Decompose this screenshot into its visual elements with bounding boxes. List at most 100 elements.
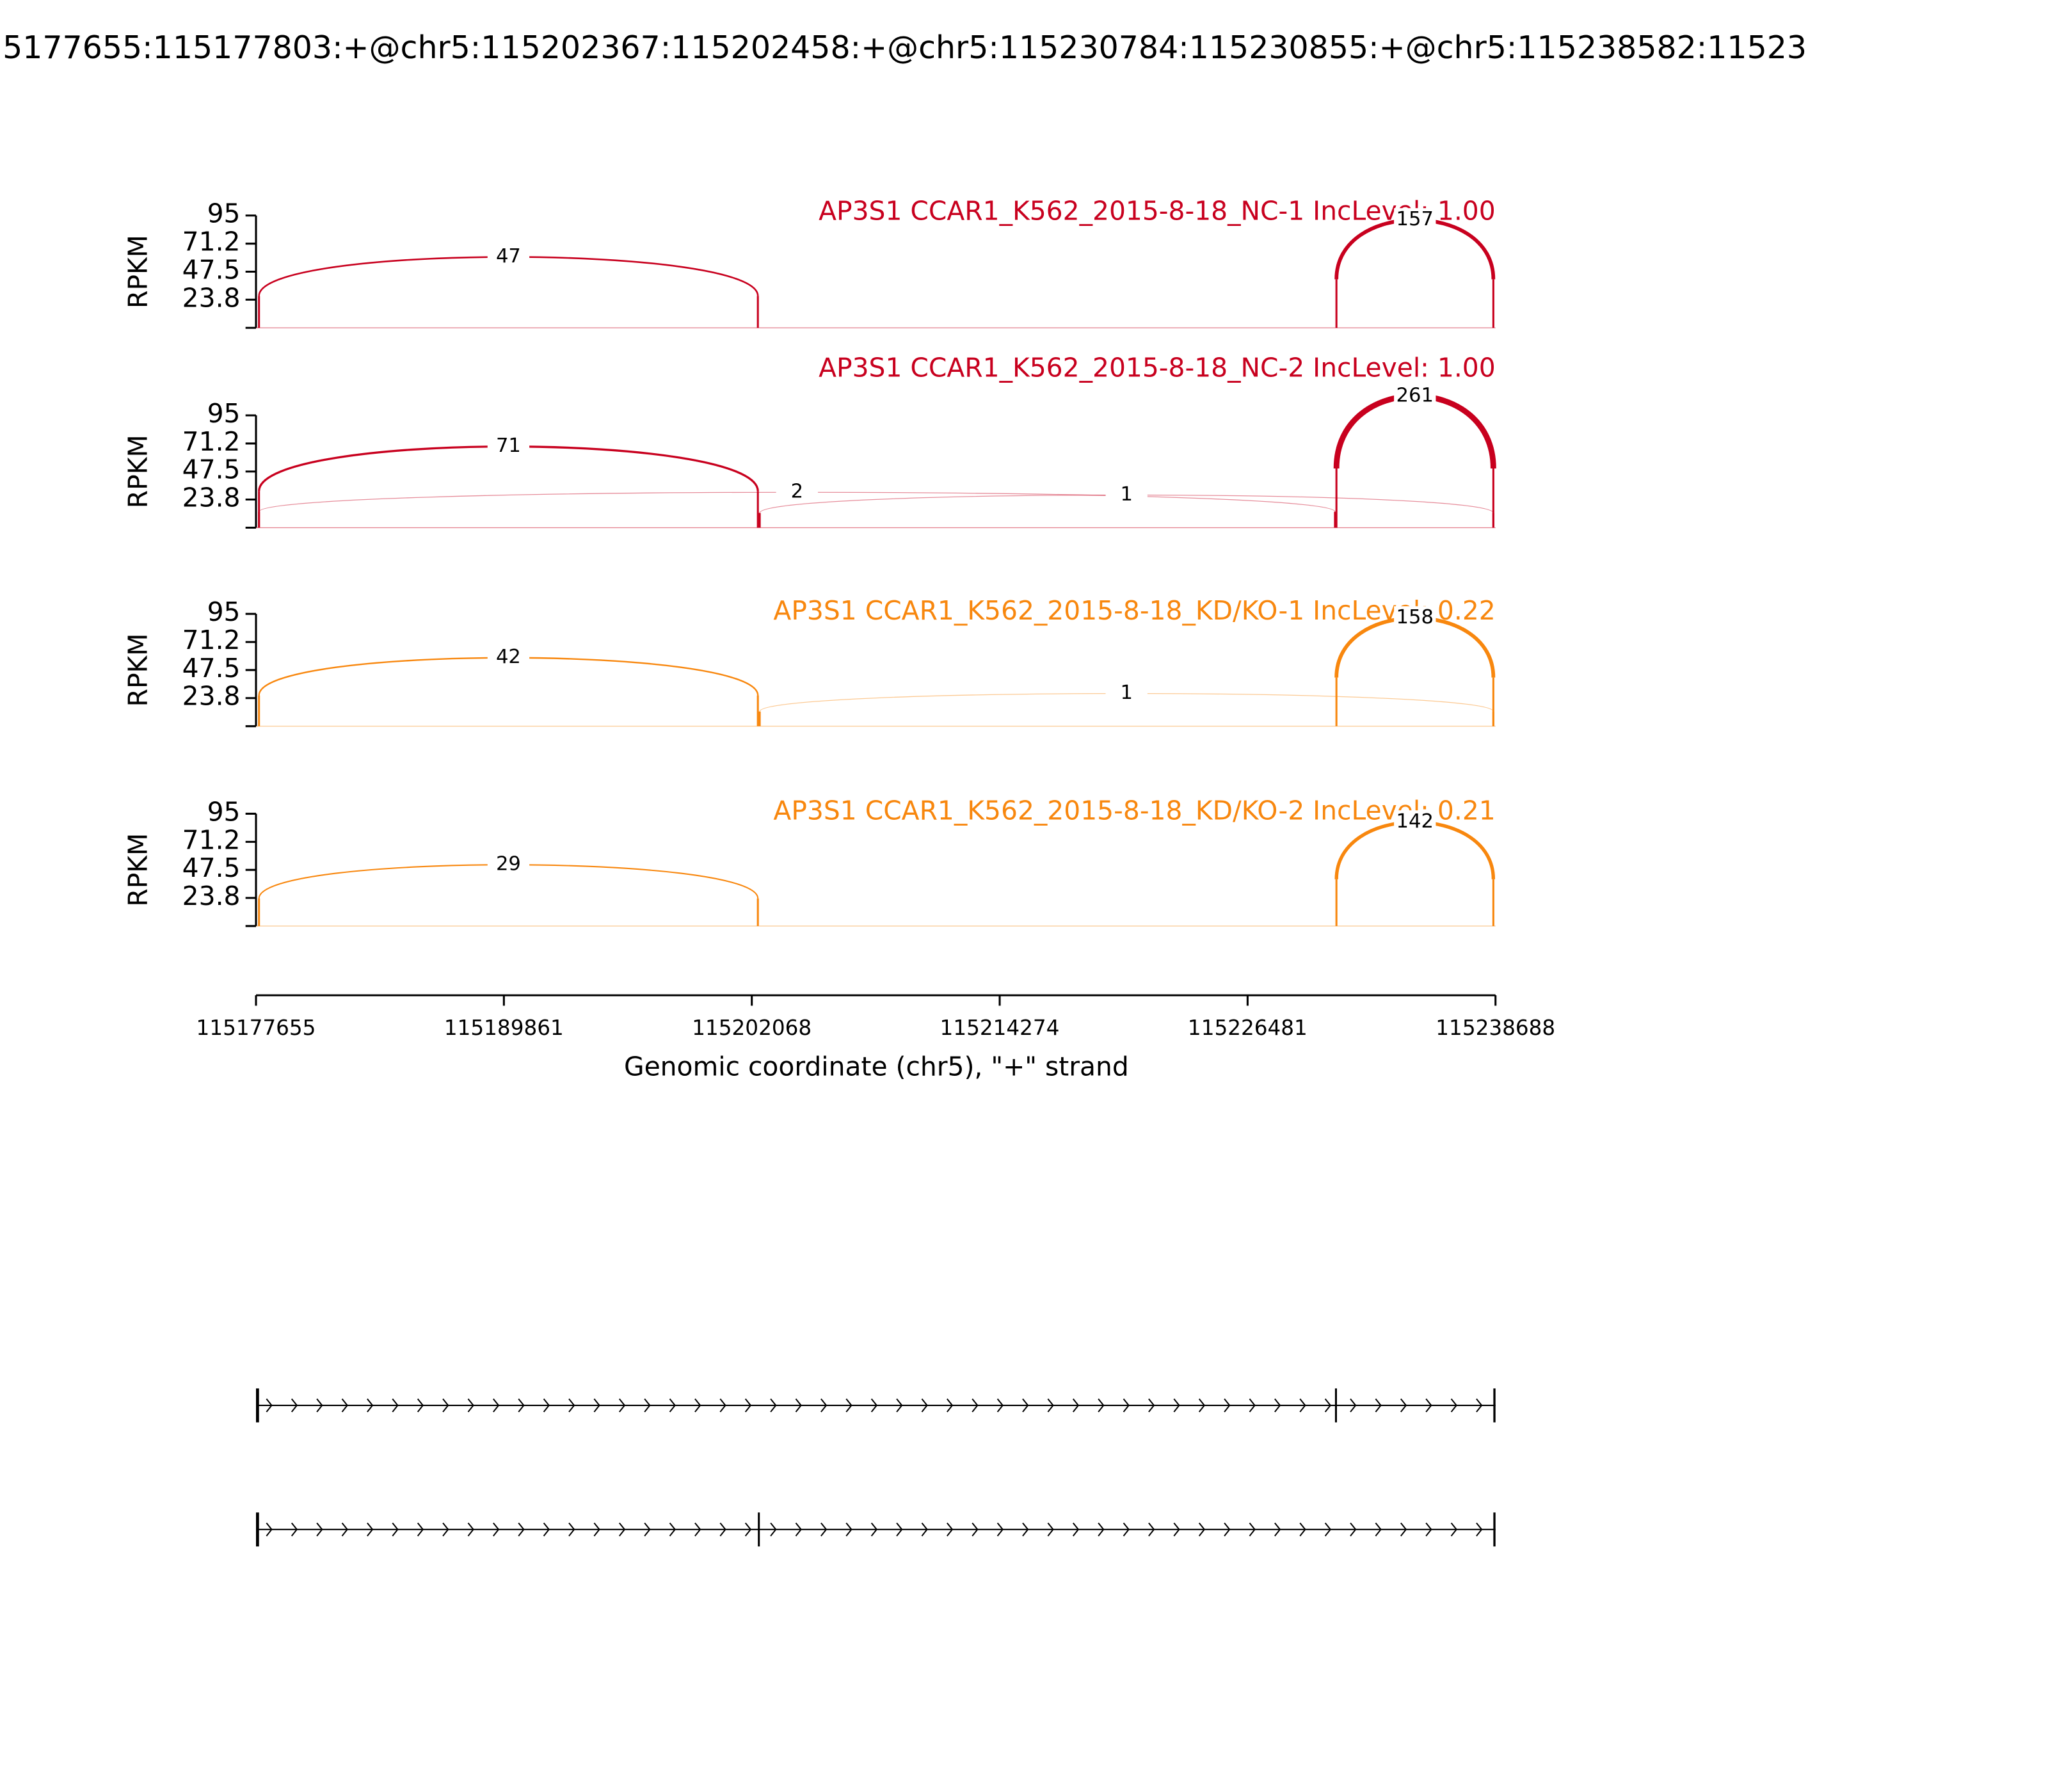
y-tick-label: 23.8 (182, 881, 241, 911)
strand-arrow (770, 1398, 777, 1412)
junction-label-bg (1394, 606, 1436, 630)
strand-arrow (543, 1398, 550, 1412)
strand-arrow (1198, 1522, 1206, 1537)
junction-label-bg (1394, 208, 1436, 232)
strand-arrow (870, 1398, 878, 1412)
x-tick-label: 115238688 (1436, 1016, 1555, 1040)
strand-arrow (1400, 1398, 1407, 1412)
strand-arrow (795, 1522, 802, 1537)
y-tick-label: 23.8 (182, 483, 241, 513)
strand-arrow (417, 1398, 424, 1412)
junction-label-bg (487, 646, 530, 670)
strand-arrow (1123, 1398, 1130, 1412)
strand-arrow (1324, 1522, 1332, 1537)
strand-arrow (1450, 1522, 1458, 1537)
y-tick-label: 47.5 (182, 254, 241, 285)
chart-title: 5177655:115177803:+@chr5:115202367:11520… (3, 29, 1807, 66)
strand-arrow (1148, 1398, 1155, 1412)
x-tick-label: 115214274 (940, 1016, 1060, 1040)
junction-label: 71 (496, 435, 521, 457)
strand-arrow (669, 1522, 676, 1537)
strand-arrow (694, 1522, 701, 1537)
strand-arrow (518, 1522, 525, 1537)
strand-arrow (996, 1522, 1004, 1537)
junction-label-bg (1105, 483, 1148, 507)
strand-arrow (316, 1398, 323, 1412)
strand-arrow (1148, 1522, 1155, 1537)
strand-arrow (1450, 1398, 1458, 1412)
strand-arrow (845, 1398, 852, 1412)
strand-arrow (1375, 1522, 1382, 1537)
strand-arrow (845, 1522, 852, 1537)
strand-arrow (1123, 1522, 1130, 1537)
strand-arrow (618, 1522, 626, 1537)
strand-arrow (1375, 1398, 1382, 1412)
strand-arrow (1350, 1522, 1357, 1537)
strand-arrow (266, 1398, 273, 1412)
strand-arrow (1047, 1522, 1054, 1537)
exon (1334, 1388, 1337, 1423)
strand-arrow (946, 1398, 954, 1412)
strand-arrow (694, 1398, 701, 1412)
y-tick-label: 95 (207, 596, 241, 627)
strand-arrow (367, 1522, 374, 1537)
strand-arrow (417, 1522, 424, 1537)
junction-label-bg (1394, 384, 1436, 408)
exon (1493, 1388, 1496, 1423)
junction-label: 1 (1120, 682, 1132, 704)
strand-arrow (518, 1398, 525, 1412)
strand-arrow (820, 1522, 828, 1537)
strand-arrow (1274, 1398, 1281, 1412)
strand-arrow (870, 1522, 878, 1537)
strand-arrow (1425, 1522, 1432, 1537)
y-axis-label: RPKM (122, 633, 153, 707)
x-tick-label: 115202068 (692, 1016, 812, 1040)
strand-arrow (1072, 1522, 1080, 1537)
strand-arrow (896, 1522, 903, 1537)
x-tick-label: 115189861 (444, 1016, 564, 1040)
panel-title: AP3S1 CCAR1_K562_2015-8-18_NC-2 IncLevel… (819, 353, 1496, 383)
y-tick-label: 47.5 (182, 852, 241, 883)
y-tick-label: 95 (207, 198, 241, 229)
strand-arrow (972, 1398, 979, 1412)
strand-arrow (593, 1398, 600, 1412)
strand-arrow (921, 1398, 928, 1412)
strand-arrow (1098, 1522, 1105, 1537)
strand-arrow (291, 1398, 298, 1412)
strand-arrow (467, 1398, 474, 1412)
strand-arrow (493, 1522, 500, 1537)
panel-title: AP3S1 CCAR1_K562_2015-8-18_KD/KO-1 IncLe… (773, 595, 1495, 626)
y-tick-label: 71.2 (182, 625, 241, 655)
junction-label: 158 (1396, 606, 1434, 628)
strand-arrow (896, 1398, 903, 1412)
junction-label: 29 (496, 853, 521, 876)
strand-arrow (921, 1522, 928, 1537)
strand-arrow (770, 1522, 777, 1537)
strand-arrow (392, 1522, 399, 1537)
junction-label-bg (487, 245, 530, 269)
y-tick-label: 23.8 (182, 282, 241, 313)
y-tick-label: 47.5 (182, 653, 241, 684)
strand-arrow (467, 1522, 474, 1537)
strand-arrow (367, 1398, 374, 1412)
strand-arrow (1476, 1522, 1483, 1537)
y-tick-label: 95 (207, 398, 241, 429)
strand-arrow (946, 1522, 954, 1537)
strand-arrow (442, 1522, 449, 1537)
exon (256, 1512, 259, 1547)
strand-arrow (266, 1522, 273, 1537)
x-tick-label: 115226481 (1188, 1016, 1308, 1040)
strand-arrow (1299, 1522, 1306, 1537)
strand-arrow (644, 1522, 651, 1537)
strand-arrow (719, 1522, 726, 1537)
junction-label: 2 (791, 481, 803, 503)
y-tick-label: 47.5 (182, 454, 241, 485)
strand-arrow (593, 1522, 600, 1537)
strand-arrow (442, 1398, 449, 1412)
y-tick-label: 95 (207, 796, 241, 827)
strand-arrow (719, 1398, 726, 1412)
strand-arrow (820, 1398, 828, 1412)
junction-label-bg (487, 435, 530, 459)
strand-arrow (972, 1522, 979, 1537)
